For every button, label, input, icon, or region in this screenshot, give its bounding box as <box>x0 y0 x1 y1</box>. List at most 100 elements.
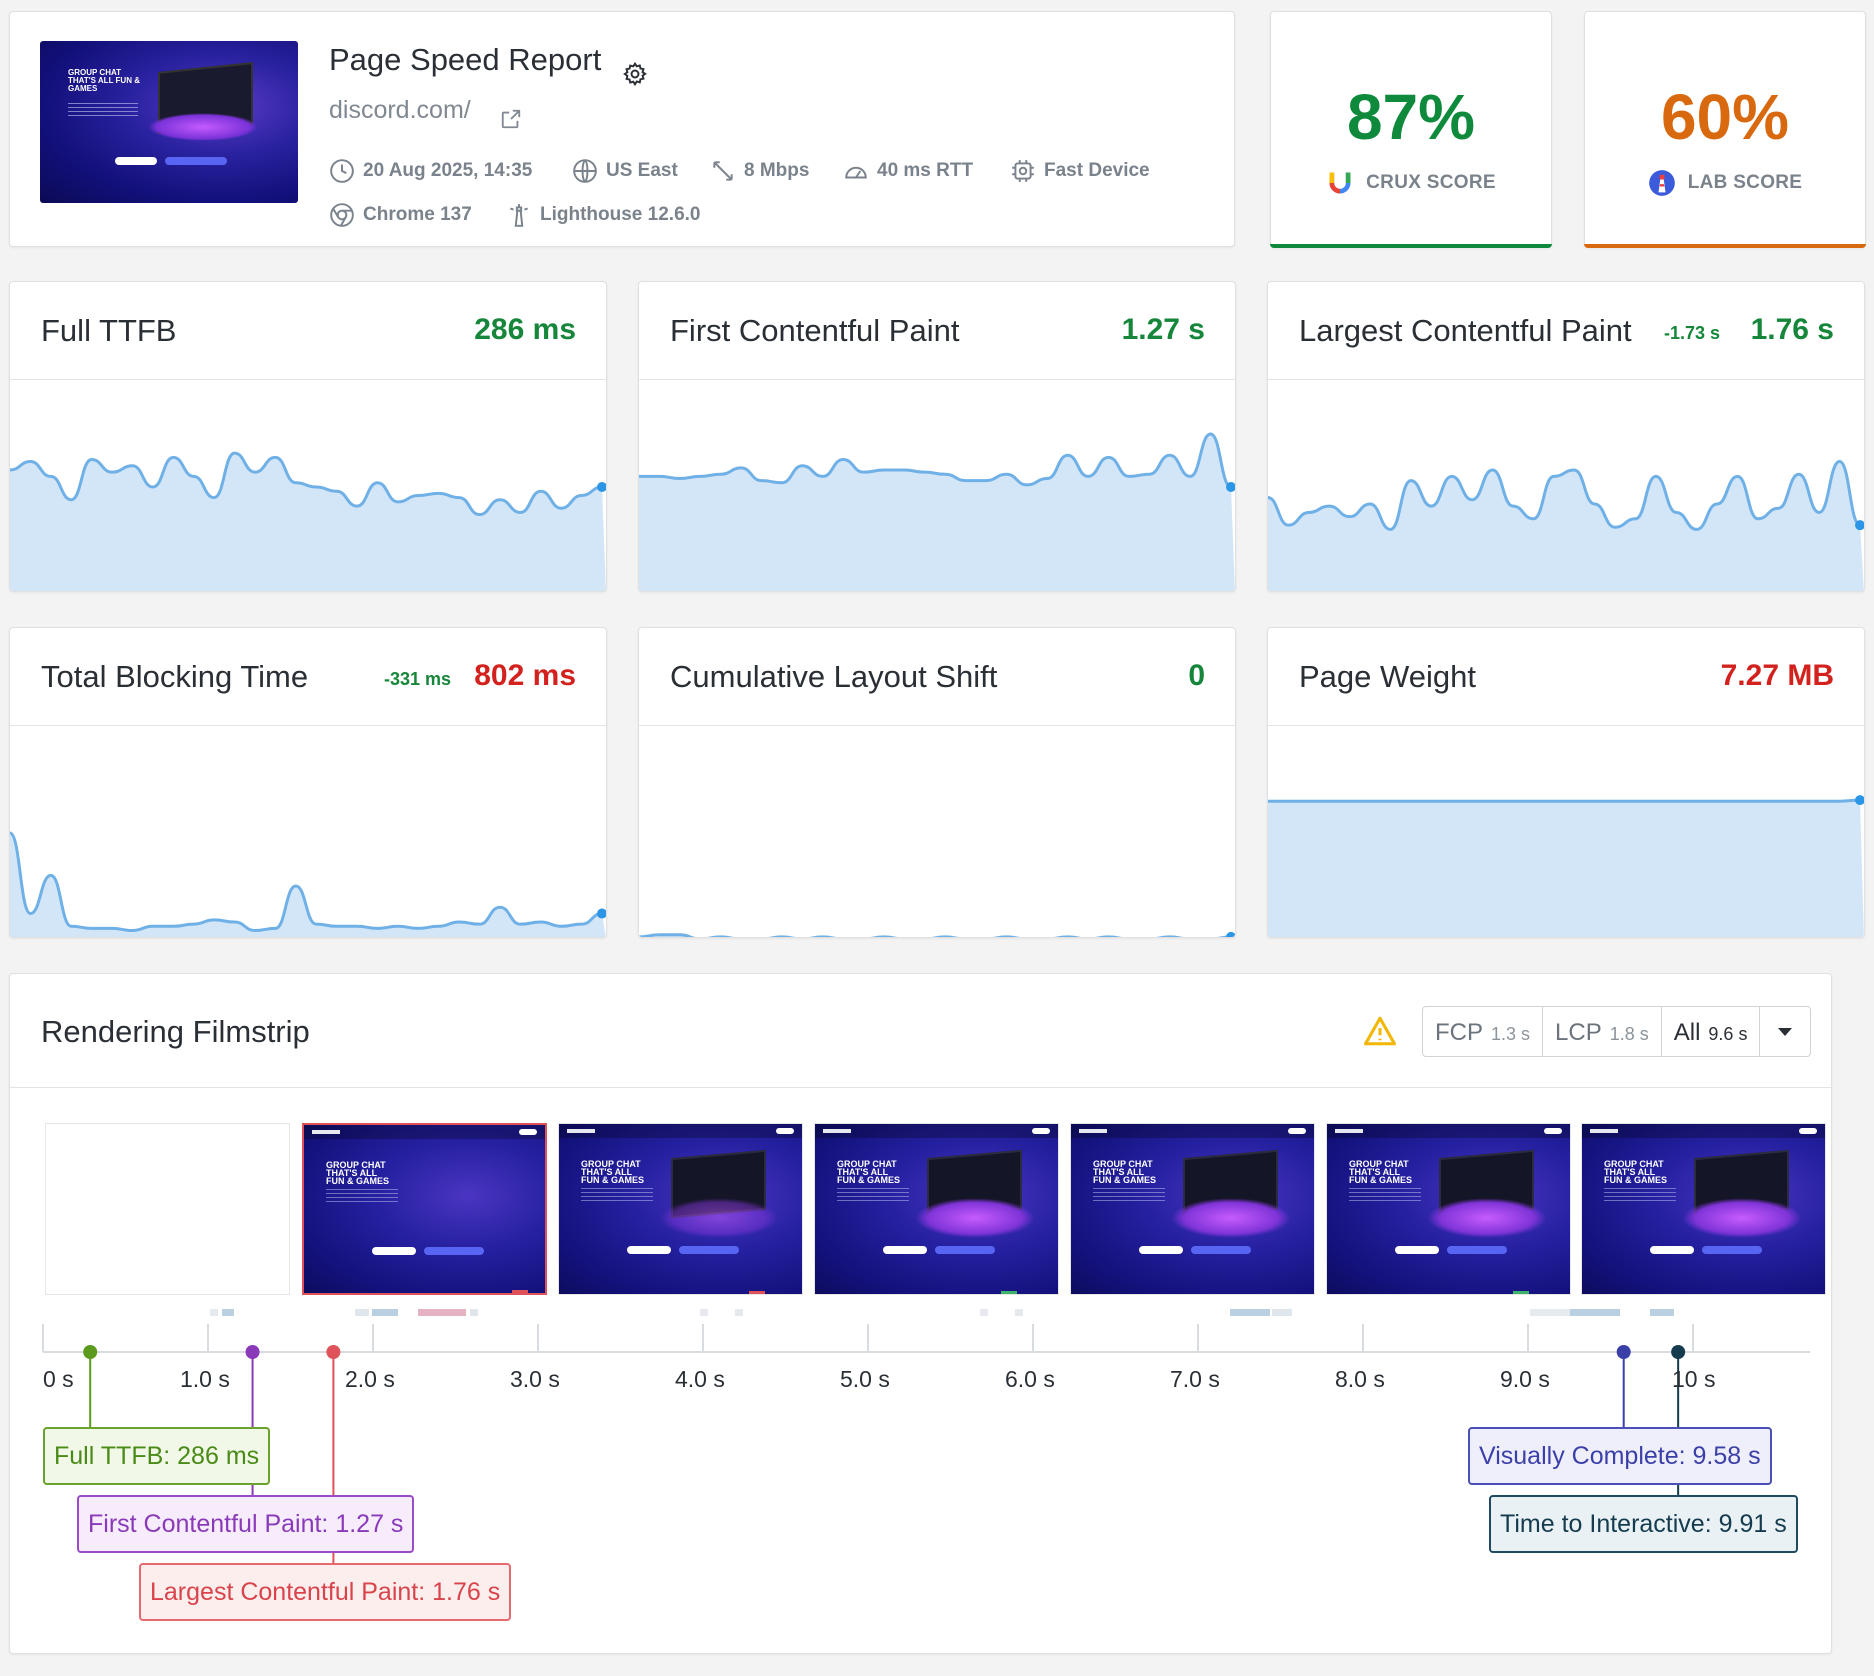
external-link-icon[interactable] <box>500 108 522 130</box>
filmstrip-frame[interactable]: GROUP CHAT THAT'S ALL FUN & GAMES <box>558 1123 803 1295</box>
metric-name: Largest Contentful Paint <box>1299 313 1632 348</box>
test-bandwidth-text: 8 Mbps <box>744 160 810 181</box>
metric-name: Total Blocking Time <box>41 659 309 694</box>
metric-value: 1.27 s <box>1121 313 1205 346</box>
timeline-tick-label: 0 s <box>43 1366 74 1392</box>
metric-card-tbt[interactable]: Total Blocking Time -331 ms 802 ms <box>9 627 607 938</box>
timeline-tick-label: 10 s <box>1672 1366 1716 1392</box>
marker-label-lcp[interactable]: Largest Contentful Paint: 1.76 s <box>139 1563 512 1621</box>
timeline-tick-label: 8.0 s <box>1335 1366 1385 1392</box>
metric-name: Cumulative Layout Shift <box>670 659 998 694</box>
resource-strip <box>470 1309 478 1316</box>
test-location-text: US East <box>606 160 678 181</box>
page-url-link[interactable]: discord.com/ <box>329 96 471 124</box>
timeline-tick-label: 5.0 s <box>840 1366 890 1392</box>
metric-card-header: Full TTFB 286 ms <box>10 282 606 380</box>
frame-headline: GROUP CHAT THAT'S ALL FUN & GAMES <box>1349 1159 1412 1185</box>
thumbnail-headline: GROUP CHAT THAT'S ALL FUN & GAMES <box>68 68 140 93</box>
test-lighthouse-text: Lighthouse 12.6.0 <box>540 204 701 225</box>
test-rtt: 40 ms RTT <box>843 158 973 184</box>
resource-strip <box>1530 1309 1590 1316</box>
timeline-tick-label: 7.0 s <box>1170 1366 1220 1392</box>
resource-strip <box>700 1309 708 1316</box>
timeline-tick-label: 9.0 s <box>1500 1366 1550 1392</box>
filmstrip-frame[interactable]: GROUP CHAT THAT'S ALL FUN & GAMES <box>302 1123 547 1295</box>
filmstrip-frame[interactable]: GROUP CHAT THAT'S ALL FUN & GAMES <box>814 1123 1059 1295</box>
filter-label: All <box>1673 1019 1701 1046</box>
metric-card-fcp[interactable]: First Contentful Paint 1.27 s <box>638 281 1236 592</box>
timeline-tick-label: 3.0 s <box>510 1366 560 1392</box>
metric-delta: -331 ms <box>383 669 451 689</box>
filter-lcp-button[interactable]: LCP 1.8 s <box>1543 1007 1662 1056</box>
metric-value: 1.76 s <box>1750 313 1834 346</box>
filter-fcp-button[interactable]: FCP 1.3 s <box>1423 1007 1544 1056</box>
lab-score-card[interactable]: 60% LAB SCORE <box>1584 11 1866 248</box>
frame-headline: GROUP CHAT THAT'S ALL FUN & GAMES <box>837 1159 900 1185</box>
metric-value: 7.27 MB <box>1720 659 1834 692</box>
crux-score-bar <box>1270 244 1552 248</box>
filmstrip-title: Rendering Filmstrip <box>41 1014 310 1049</box>
metric-card-ttfb[interactable]: Full TTFB 286 ms <box>9 281 607 592</box>
timeline-tick-label: 2.0 s <box>345 1366 395 1392</box>
filter-label: FCP <box>1435 1019 1483 1046</box>
metric-card-header: Total Blocking Time -331 ms 802 ms <box>10 628 606 726</box>
thumbnail-blob-art <box>148 113 258 141</box>
marker-dot-ttfb <box>83 1345 98 1359</box>
filmstrip-frame[interactable]: GROUP CHAT THAT'S ALL FUN & GAMES <box>1581 1123 1826 1295</box>
metric-trend-chart <box>639 931 1235 937</box>
chart-latest-point <box>1855 520 1864 531</box>
warning-icon[interactable] <box>1362 1014 1398 1048</box>
filter-value: 1.8 s <box>1609 1024 1649 1044</box>
thumbnail-button <box>165 157 227 165</box>
metric-card-header: Cumulative Layout Shift 0 <box>639 628 1235 726</box>
test-rtt-text: 40 ms RTT <box>877 160 974 181</box>
rendering-filmstrip-card: Rendering Filmstrip FCP 1.3 s LCP 1.8 s … <box>9 973 1832 1654</box>
report-header-card: GROUP CHAT THAT'S ALL FUN & GAMES Page S… <box>9 11 1235 247</box>
filter-value: 1.3 s <box>1491 1024 1531 1044</box>
gear-icon[interactable] <box>622 61 648 87</box>
filter-all-button[interactable]: All 9.6 s <box>1662 1007 1761 1056</box>
metric-card-lcp[interactable]: Largest Contentful Paint -1.73 s 1.76 s <box>1267 281 1865 592</box>
metric-trend-chart <box>1268 795 1864 937</box>
filter-dropdown-toggle[interactable] <box>1760 1007 1810 1056</box>
lab-score-label-text: LAB SCORE <box>1687 172 1803 193</box>
chart-area <box>1268 461 1864 591</box>
chart-area <box>1268 800 1864 937</box>
chart-line <box>10 831 603 933</box>
metric-card-cls[interactable]: Cumulative Layout Shift 0 <box>638 627 1236 938</box>
resource-strip <box>735 1309 743 1316</box>
crux-score-card[interactable]: 87% CRUX SCORE <box>1270 11 1552 248</box>
chart-area <box>639 434 1235 591</box>
marker-label-visually-complete[interactable]: Visually Complete: 9.58 s <box>1468 1427 1772 1485</box>
test-date-text: 20 Aug 2025, 14:35 <box>363 160 533 181</box>
chart-latest-point <box>597 482 606 492</box>
frame-headline: GROUP CHAT THAT'S ALL FUN & GAMES <box>1093 1159 1156 1185</box>
lab-score-bar <box>1584 244 1866 248</box>
marker-dot-fcp <box>245 1345 260 1359</box>
clock-icon <box>330 159 354 183</box>
filter-value: 9.6 s <box>1708 1024 1748 1044</box>
crux-logo-icon <box>1329 172 1351 194</box>
filmstrip-frame[interactable] <box>45 1123 290 1295</box>
marker-dot-visually-complete <box>1616 1345 1631 1359</box>
marker-label-ttfb[interactable]: Full TTFB: 286 ms <box>43 1427 271 1485</box>
resource-strip <box>355 1309 369 1316</box>
metric-card-header: Page Weight 7.27 MB <box>1268 628 1864 726</box>
metric-card-header: First Contentful Paint 1.27 s <box>639 282 1235 380</box>
filmstrip-frame[interactable]: GROUP CHAT THAT'S ALL FUN & GAMES <box>1070 1123 1315 1295</box>
metric-card-header: Largest Contentful Paint -1.73 s 1.76 s <box>1268 282 1864 380</box>
marker-dot-lcp <box>326 1345 341 1359</box>
marker-label-fcp[interactable]: First Contentful Paint: 1.27 s <box>77 1495 415 1553</box>
filmstrip-frame[interactable]: GROUP CHAT THAT'S ALL FUN & GAMES <box>1326 1123 1571 1295</box>
metric-name: Page Weight <box>1299 659 1476 694</box>
resource-strip <box>222 1309 234 1316</box>
globe-icon <box>573 159 597 183</box>
metric-card-page-weight[interactable]: Page Weight 7.27 MB <box>1267 627 1865 938</box>
metric-delta: -1.73 s <box>1663 323 1720 343</box>
chrome-icon <box>330 203 354 227</box>
page-screenshot-thumbnail[interactable]: GROUP CHAT THAT'S ALL FUN & GAMES <box>40 41 298 203</box>
lab-score-value: 60% <box>1660 81 1790 153</box>
test-lighthouse: Lighthouse 12.6.0 <box>506 202 700 228</box>
filmstrip-header-divider <box>10 1087 1831 1088</box>
marker-label-tti[interactable]: Time to Interactive: 9.91 s <box>1489 1495 1798 1553</box>
